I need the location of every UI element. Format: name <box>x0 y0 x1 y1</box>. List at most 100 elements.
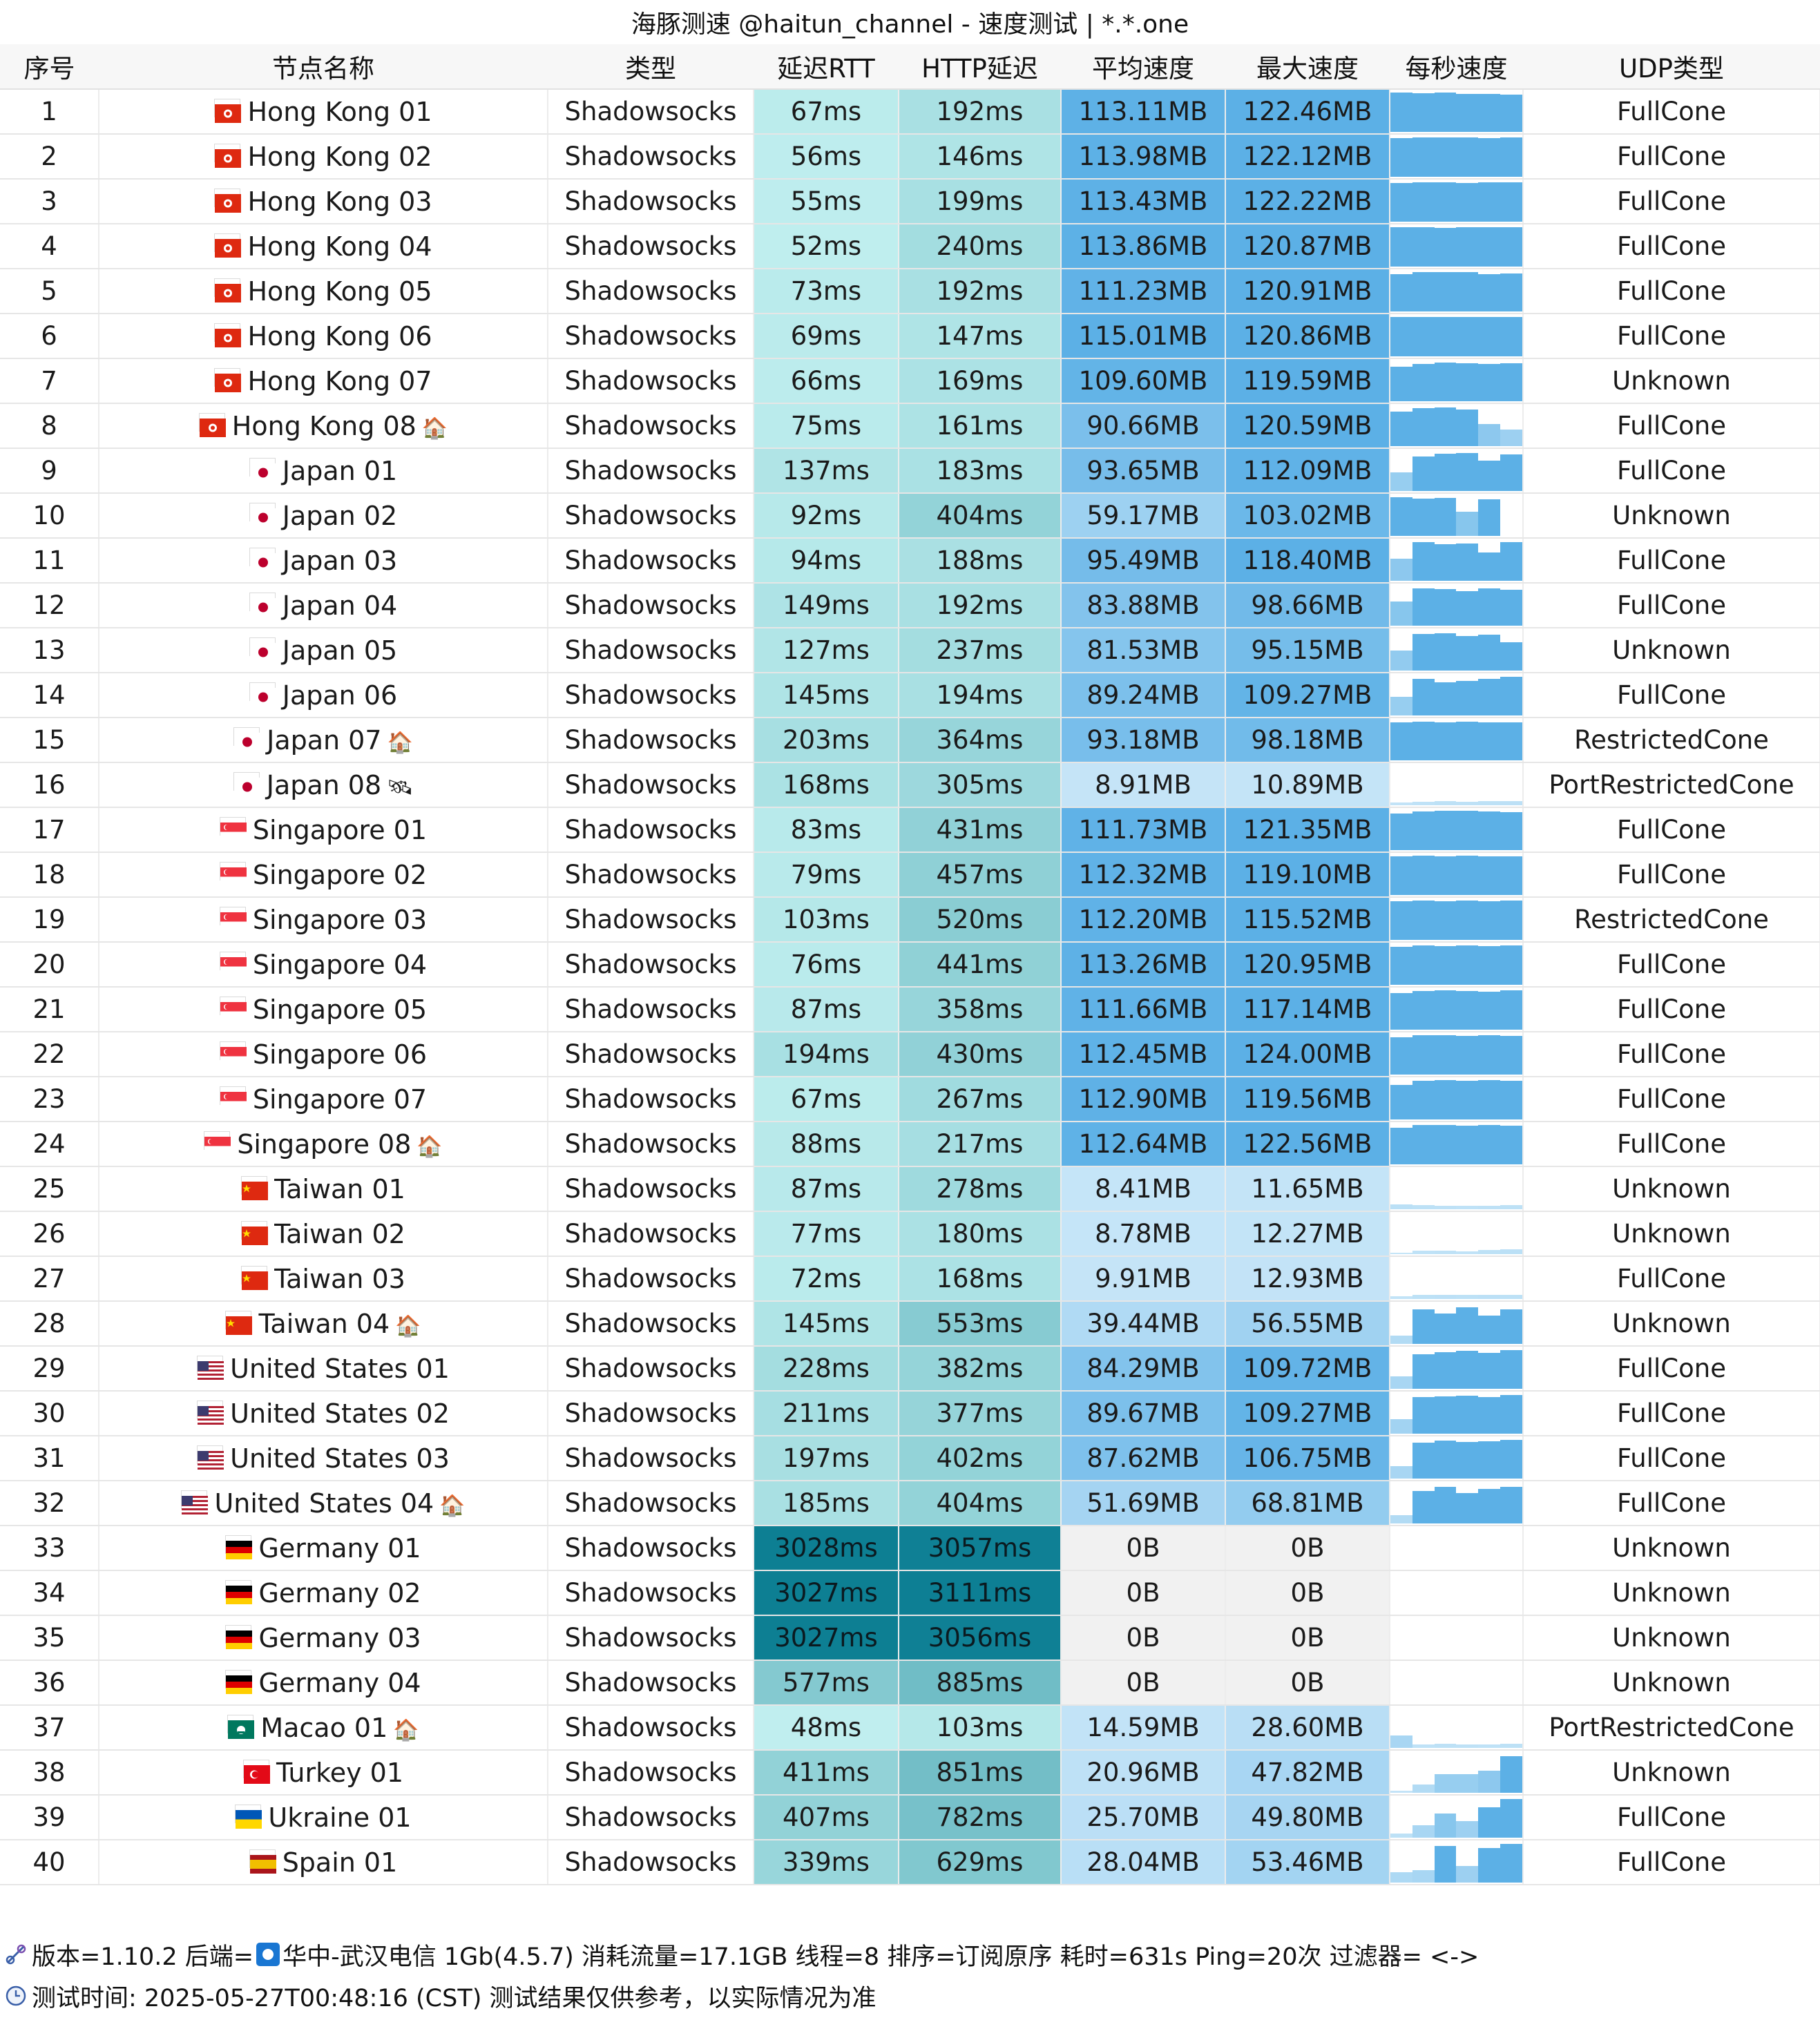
http-latency-value: 404ms <box>899 1481 1062 1526</box>
table-row[interactable]: 7 Hong Kong 07 Shadowsocks 66ms 169ms 109.60M… <box>0 358 1820 404</box>
table-row[interactable]: 6 Hong Kong 06 Shadowsocks 69ms 147ms 115.01M… <box>0 314 1820 359</box>
node-name: Spain 01 <box>282 1847 398 1878</box>
avg-speed-value: 113.43MB <box>1061 179 1226 224</box>
sparkline-bar <box>1500 722 1522 760</box>
table-row[interactable]: 15 Japan 07 🏠 Shadowsocks 203ms 364ms 93.18MB 9… <box>0 718 1820 763</box>
table-row[interactable]: 1 Hong Kong 01 Shadowsocks 67ms 192ms 113.11M… <box>0 89 1820 135</box>
table-row[interactable]: 35 Germany 03 Shadowsocks 3027ms 3056ms 0B 0B U… <box>0 1615 1820 1661</box>
table-row[interactable]: 27 Taiwan 03 Shadowsocks 72ms 168ms 9.91MB 12.… <box>0 1256 1820 1302</box>
max-speed-value: 98.66MB <box>1225 583 1390 628</box>
table-row[interactable]: 12 Japan 04 Shadowsocks 149ms 192ms 83.88MB 98… <box>0 583 1820 628</box>
table-row[interactable]: 34 Germany 02 Shadowsocks 3027ms 3111ms 0B 0B U… <box>0 1570 1820 1616</box>
table-row[interactable]: 40 Spain 01 Shadowsocks 339ms 629ms 28.04MB 53… <box>0 1840 1820 1885</box>
rtt-value: 73ms <box>754 269 899 314</box>
sparkline-bar <box>1500 945 1522 985</box>
max-speed-value: 12.93MB <box>1225 1256 1390 1302</box>
udp-type: FullCone <box>1523 1077 1820 1122</box>
avg-speed-value: 0B <box>1061 1615 1226 1661</box>
table-row[interactable]: 39 Ukraine 01 Shadowsocks 407ms 782ms 25.70MB… <box>0 1795 1820 1840</box>
home-icon: 🏠 <box>416 1134 443 1159</box>
table-row[interactable]: 8 Hong Kong 08 🏠 Shadowsocks 75ms 161ms 90.66M… <box>0 403 1820 449</box>
node-name-cell: Singapore 04 <box>99 942 548 988</box>
sg-flag-icon <box>219 861 247 886</box>
table-row[interactable]: 5 Hong Kong 05 Shadowsocks 73ms 192ms 111.23M… <box>0 269 1820 314</box>
sparkline-bar <box>1412 182 1435 222</box>
table-row[interactable]: 10 Japan 02 Shadowsocks 92ms 404ms 59.17MB 103… <box>0 493 1820 539</box>
avg-speed-value: 112.64MB <box>1061 1122 1226 1167</box>
table-row[interactable]: 4 Hong Kong 04 Shadowsocks 52ms 240ms 113.86M… <box>0 224 1820 269</box>
table-row[interactable]: 28 Taiwan 04 🏠 Shadowsocks 145ms 553ms 39.44MB… <box>0 1301 1820 1347</box>
sparkline-bar <box>1500 94 1522 132</box>
col-header-index[interactable]: 序号 <box>0 44 99 90</box>
table-row[interactable]: 26 Taiwan 02 Shadowsocks 77ms 180ms 8.78MB 12.… <box>0 1211 1820 1257</box>
node-type: Shadowsocks <box>548 1256 754 1302</box>
sparkline-bar <box>1478 901 1501 940</box>
speed-sparkline <box>1390 1211 1524 1257</box>
table-row[interactable]: 38 Turkey 01 Shadowsocks 411ms 851ms 20.96MB 4… <box>0 1750 1820 1796</box>
col-header-max-speed[interactable]: 最大速度 <box>1225 44 1390 90</box>
sparkline-bar <box>1390 1127 1412 1164</box>
table-row[interactable]: 17 Singapore 01 Shadowsocks 83ms 431ms 111.73… <box>0 807 1820 853</box>
row-index: 8 <box>0 403 99 449</box>
node-name-cell: Macao 01 🏠 <box>99 1705 548 1751</box>
table-row[interactable]: 32 United States 04 🏠 Shadowsocks 185ms 404ms… <box>0 1481 1820 1526</box>
status-line-1-text: 华中-武汉电信 1Gb(4.5.7) 消耗流量=17.1GB 线程=8 排序=订… <box>282 1943 1479 1971</box>
col-header-type[interactable]: 类型 <box>548 44 754 90</box>
table-row[interactable]: 29 United States 01 Shadowsocks 228ms 382ms 8… <box>0 1346 1820 1392</box>
jp-flag-icon <box>249 682 276 706</box>
table-row[interactable]: 18 Singapore 02 Shadowsocks 79ms 457ms 112.32… <box>0 852 1820 898</box>
sparkline-bar <box>1478 945 1501 985</box>
node-name: Japan 07 <box>267 724 382 756</box>
max-speed-value: 120.95MB <box>1225 942 1390 988</box>
table-row[interactable]: 2 Hong Kong 02 Shadowsocks 56ms 146ms 113.98M… <box>0 134 1820 180</box>
node-name: Singapore 01 <box>252 814 428 845</box>
node-name: Germany 04 <box>258 1667 421 1698</box>
table-row[interactable]: 30 United States 02 Shadowsocks 211ms 377ms 8… <box>0 1391 1820 1436</box>
http-latency-value: 168ms <box>899 1256 1062 1302</box>
table-row[interactable]: 13 Japan 05 Shadowsocks 127ms 237ms 81.53MB 95… <box>0 628 1820 673</box>
col-header-per-second-speed[interactable]: 每秒速度 <box>1390 44 1523 90</box>
table-row[interactable]: 16 Japan 08 🛰 Shadowsocks 168ms 305ms 8.91MB 10… <box>0 762 1820 808</box>
node-name-cell: United States 01 <box>99 1346 548 1392</box>
sparkline-bar <box>1456 590 1479 626</box>
udp-type: Unknown <box>1523 493 1820 539</box>
table-row[interactable]: 36 Germany 04 Shadowsocks 577ms 885ms 0B 0B Unk… <box>0 1660 1820 1706</box>
table-row[interactable]: 20 Singapore 04 Shadowsocks 76ms 441ms 113.26… <box>0 942 1820 988</box>
table-row[interactable]: 11 Japan 03 Shadowsocks 94ms 188ms 95.49MB 118… <box>0 538 1820 584</box>
speed-sparkline <box>1390 1750 1524 1796</box>
table-row[interactable]: 37 Macao 01 🏠 Shadowsocks 48ms 103ms 14.59MB 28… <box>0 1705 1820 1751</box>
table-row[interactable]: 23 Singapore 07 Shadowsocks 67ms 267ms 112.90… <box>0 1077 1820 1122</box>
sparkline-bar <box>1456 316 1479 356</box>
table-row[interactable]: 19 Singapore 03 Shadowsocks 103ms 520ms 112.2… <box>0 897 1820 943</box>
table-row[interactable]: 25 Taiwan 01 Shadowsocks 87ms 278ms 8.41MB 11.… <box>0 1166 1820 1212</box>
max-speed-value: 109.27MB <box>1225 673 1390 718</box>
sparkline-bar <box>1412 1785 1435 1793</box>
sparkline-bar <box>1390 1735 1412 1748</box>
table-row[interactable]: 24 Singapore 08 🏠 Shadowsocks 88ms 217ms 112.6… <box>0 1122 1820 1167</box>
table-row[interactable]: 3 Hong Kong 03 Shadowsocks 55ms 199ms 113.43M… <box>0 179 1820 224</box>
hk-flag-icon <box>214 143 242 168</box>
table-row[interactable]: 21 Singapore 05 Shadowsocks 87ms 358ms 111.66… <box>0 987 1820 1032</box>
col-header-rtt[interactable]: 延迟RTT <box>754 44 899 90</box>
avg-speed-value: 95.49MB <box>1061 538 1226 584</box>
avg-speed-value: 109.60MB <box>1061 358 1226 404</box>
http-latency-value: 3111ms <box>899 1570 1062 1616</box>
col-header-http-latency[interactable]: HTTP延迟 <box>899 44 1061 90</box>
table-row[interactable]: 33 Germany 01 Shadowsocks 3028ms 3057ms 0B 0B U… <box>0 1526 1820 1571</box>
col-header-node-name[interactable]: 节点名称 <box>99 44 548 90</box>
http-latency-value: 217ms <box>899 1122 1062 1167</box>
table-row[interactable]: 9 Japan 01 Shadowsocks 137ms 183ms 93.65MB 112… <box>0 448 1820 494</box>
col-header-avg-speed[interactable]: 平均速度 <box>1061 44 1225 90</box>
table-row[interactable]: 14 Japan 06 Shadowsocks 145ms 194ms 89.24MB 10… <box>0 673 1820 718</box>
rtt-value: 87ms <box>754 987 899 1032</box>
sparkline-bar <box>1434 1813 1457 1838</box>
max-speed-value: 122.56MB <box>1225 1122 1390 1167</box>
sparkline-bar <box>1412 990 1435 1030</box>
node-name: Hong Kong 01 <box>247 96 432 127</box>
speed-sparkline <box>1390 224 1524 269</box>
udp-type: FullCone <box>1523 1032 1820 1077</box>
col-header-udp-type[interactable]: UDP类型 <box>1523 44 1820 90</box>
table-row[interactable]: 31 United States 03 Shadowsocks 197ms 402ms 8… <box>0 1436 1820 1481</box>
jp-flag-icon <box>249 502 276 527</box>
table-row[interactable]: 22 Singapore 06 Shadowsocks 194ms 430ms 112.4… <box>0 1032 1820 1077</box>
